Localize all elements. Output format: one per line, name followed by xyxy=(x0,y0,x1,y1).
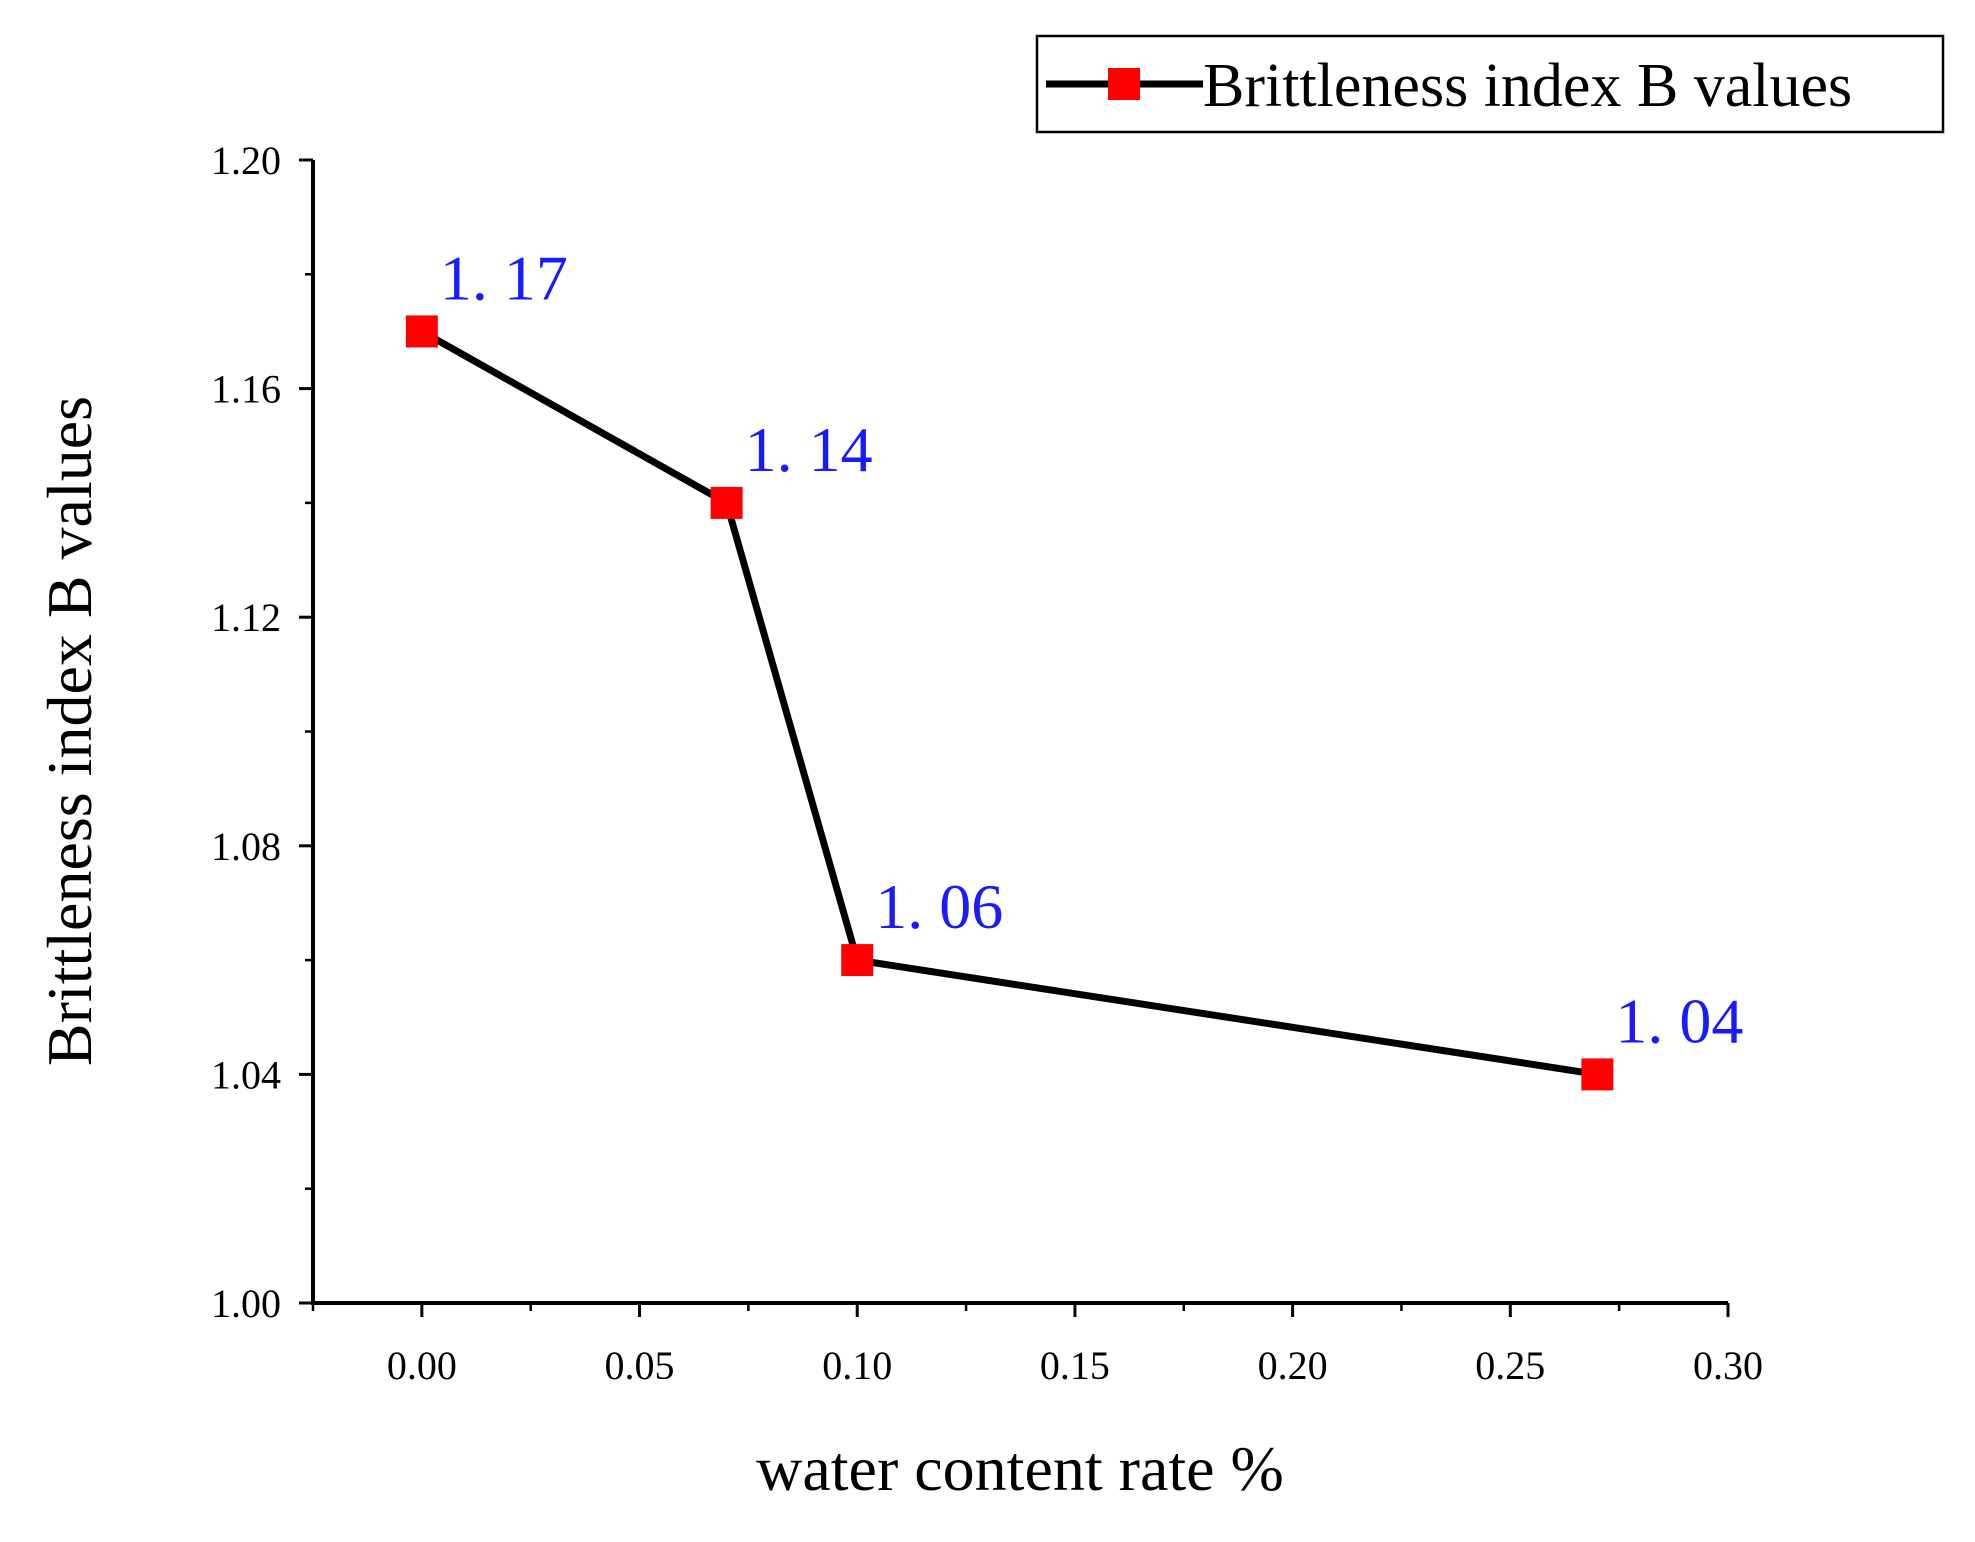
x-axis-title: water content rate % xyxy=(756,1433,1284,1504)
x-tick-label: 0.05 xyxy=(605,1343,675,1388)
data-point-marker xyxy=(1581,1058,1614,1091)
legend-label: Brittleness index B values xyxy=(1203,52,1852,120)
y-tick-label: 1.12 xyxy=(211,595,281,640)
y-tick-label: 1.04 xyxy=(211,1052,281,1097)
legend-marker-swatch xyxy=(1108,68,1140,100)
data-point-label: 1. 06 xyxy=(875,871,1003,942)
axes xyxy=(311,160,1728,1305)
data-point-label: 1. 14 xyxy=(745,414,873,485)
y-axis-title: Brittleness index B values xyxy=(34,396,105,1066)
x-tick-label: 0.20 xyxy=(1258,1343,1328,1388)
x-tick-label: 0.30 xyxy=(1693,1343,1763,1388)
x-tick-label: 0.15 xyxy=(1040,1343,1110,1388)
data-point-marker xyxy=(405,315,438,348)
y-tick-label: 1.20 xyxy=(211,138,281,183)
legend: Brittleness index B values xyxy=(1035,34,1945,134)
y-tick-label: 1.16 xyxy=(211,367,281,412)
series-line xyxy=(420,328,1598,1078)
data-point-label: 1. 17 xyxy=(440,242,568,313)
x-ticks: 0.00 0.05 0.10 0.15 0.20 0.25 0.30 xyxy=(311,1303,1763,1388)
y-tick-label: 1.08 xyxy=(211,824,281,869)
data-labels: 1. 17 1. 14 1. 06 1. 04 xyxy=(440,242,1744,1056)
x-tick-label: 0.10 xyxy=(822,1343,892,1388)
series-group xyxy=(405,315,1614,1091)
data-point-marker xyxy=(841,944,874,977)
x-tick-label: 0.25 xyxy=(1475,1343,1545,1388)
data-point-label: 1. 04 xyxy=(1615,985,1743,1056)
y-tick-label: 1.00 xyxy=(211,1281,281,1326)
data-point-marker xyxy=(710,486,743,519)
x-tick-label: 0.00 xyxy=(387,1343,457,1388)
y-ticks: 1.00 1.04 1.08 1.12 1.16 1.20 xyxy=(211,138,313,1326)
